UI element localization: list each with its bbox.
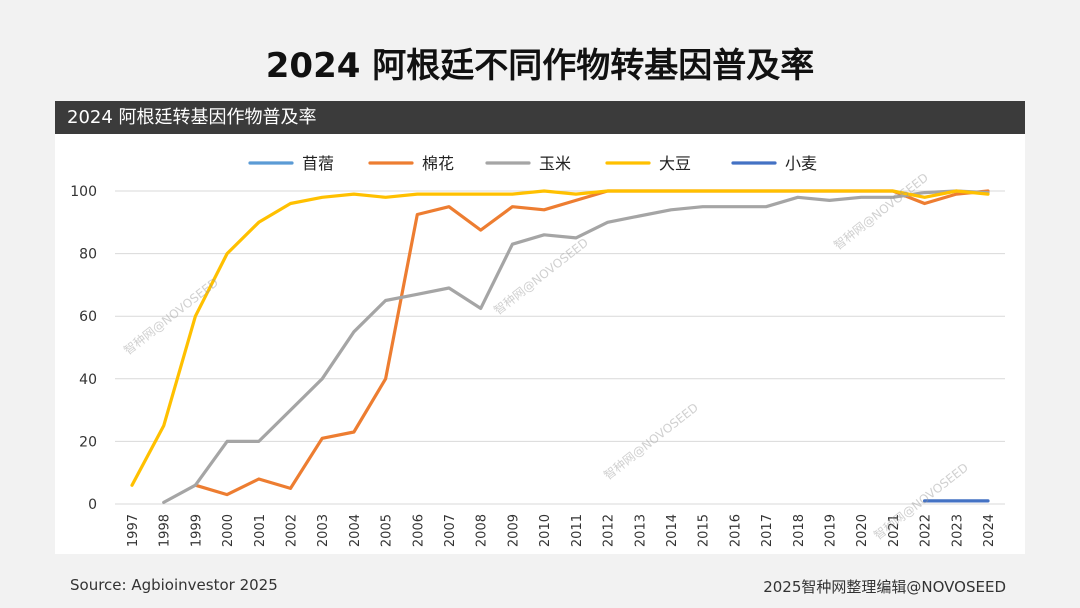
- series-line-棉花: [193, 189, 990, 497]
- y-tick-label: 0: [88, 497, 97, 513]
- x-tick-label: 2005: [380, 514, 395, 547]
- x-tick-label: 2024: [982, 514, 997, 547]
- x-tick-label: 2008: [475, 514, 490, 547]
- x-tick-label: 1998: [158, 514, 173, 547]
- legend-label: 小麦: [785, 154, 817, 173]
- x-tick-label: 2001: [253, 514, 268, 547]
- x-tick-label: 2014: [665, 514, 680, 547]
- series-line-大豆: [130, 189, 990, 487]
- x-tick-label: 2000: [221, 514, 236, 547]
- x-tick-label: 2002: [285, 514, 300, 547]
- x-tick-label: 2006: [411, 514, 426, 547]
- line-chart: 0 20 40 60 80 100 1997 1998 1999 2000 2001 2002 2003…: [70, 154, 1005, 547]
- x-tick-label: 2022: [919, 514, 934, 547]
- x-tick-label: 2004: [348, 514, 363, 547]
- x-tick-label: 2016: [728, 514, 743, 547]
- x-tick-label: 2012: [602, 514, 617, 547]
- credit-note: 2025智种网整理编辑@NOVOSEED: [763, 578, 1006, 596]
- x-tick-label: 2019: [823, 514, 838, 547]
- x-tick-label: 2023: [950, 514, 965, 547]
- x-tick-label: 1999: [189, 514, 204, 547]
- legend-label: 苜蓿: [302, 154, 334, 173]
- y-tick-label: 100: [70, 184, 97, 200]
- series-line-玉米: [162, 189, 990, 504]
- chart-area: 0 20 40 60 80 100 1997 1998 1999 2000 2001 2002 2003…: [55, 134, 1025, 554]
- y-tick-label: 80: [79, 247, 97, 263]
- y-tick-label: 20: [79, 434, 97, 450]
- legend-label: 棉花: [422, 154, 454, 173]
- x-tick-label: 2007: [443, 514, 458, 547]
- x-tick-label: 2009: [506, 514, 521, 547]
- y-tick-label: 60: [79, 309, 97, 325]
- x-tick-label: 2017: [760, 514, 775, 547]
- x-tick-label: 2003: [316, 514, 331, 547]
- x-tick-label: 2021: [887, 514, 902, 547]
- y-tick-label: 40: [79, 372, 97, 388]
- x-tick-label: 1997: [126, 514, 141, 547]
- x-tick-label: 2015: [697, 514, 712, 547]
- x-tick-label: 2020: [855, 514, 870, 547]
- source-note: Source: Agbioinvestor 2025: [70, 576, 278, 594]
- page-title: 2024 阿根廷不同作物转基因普及率: [265, 46, 815, 86]
- x-tick-label: 2010: [538, 514, 553, 547]
- legend-label: 玉米: [539, 154, 571, 173]
- x-tick-label: 2011: [570, 514, 585, 547]
- legend-label: 大豆: [659, 154, 691, 173]
- x-tick-label: 2018: [792, 514, 807, 547]
- x-tick-label: 2013: [633, 514, 648, 547]
- chart-title-banner: 2024 阿根廷转基因作物普及率: [55, 101, 1025, 134]
